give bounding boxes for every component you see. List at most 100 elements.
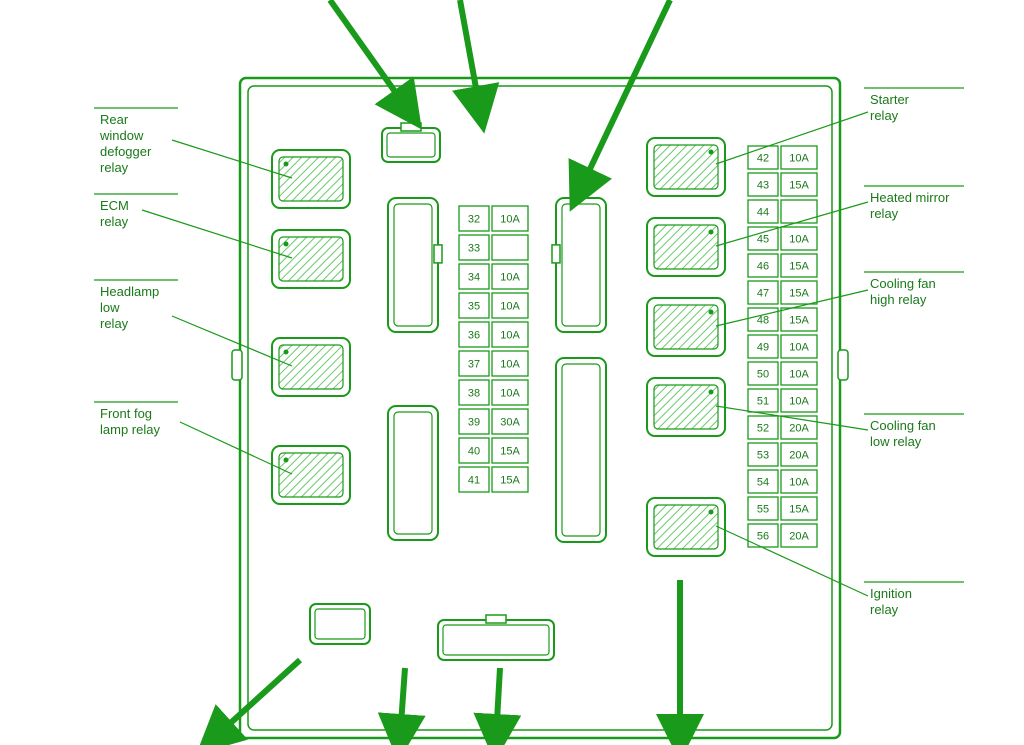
fuse-53: 53 20A bbox=[748, 443, 817, 466]
fuse-55: 55 15A bbox=[748, 497, 817, 520]
fuse-number: 55 bbox=[757, 503, 769, 515]
label-text: high relay bbox=[870, 292, 927, 307]
fuse-48: 4815A bbox=[748, 308, 817, 331]
fuse-35: 35 10A bbox=[459, 293, 528, 318]
fuse-37: 37 10A bbox=[459, 351, 528, 376]
fuse-49: 49 10A bbox=[748, 335, 817, 358]
fuse-amp: 10A bbox=[789, 476, 809, 488]
fuse-number: 43 bbox=[757, 179, 769, 191]
fuse-amp: 10A bbox=[789, 368, 809, 380]
rear-window-defogger-relay bbox=[272, 150, 350, 208]
fuse-number: 53 bbox=[757, 449, 769, 461]
label-text: Cooling fan bbox=[870, 418, 936, 433]
fuse-54: 54 10A bbox=[748, 470, 817, 493]
fuse-amp: 10A bbox=[500, 213, 520, 225]
fuse-amp: 15A bbox=[500, 474, 520, 486]
fuse-40: 4015A bbox=[459, 438, 528, 463]
fuse-number: 45 bbox=[757, 233, 769, 245]
fuse-32: 32 10A bbox=[459, 206, 528, 231]
fuse-47: 47 15A bbox=[748, 281, 817, 304]
fuse-amp: 10A bbox=[500, 358, 520, 370]
cooling-fan-high-relay bbox=[647, 298, 725, 356]
fuse-33: 33 bbox=[459, 235, 528, 260]
fuse-number: 33 bbox=[468, 242, 480, 254]
label-text: ECM bbox=[100, 198, 129, 213]
label-text: Starter bbox=[870, 92, 910, 107]
connector-block-block-a bbox=[388, 198, 442, 332]
fuse-amp: 10A bbox=[789, 233, 809, 245]
label-text: Heated mirror bbox=[870, 190, 950, 205]
fuse-number: 34 bbox=[468, 271, 480, 283]
label-text: Headlamp bbox=[100, 284, 159, 299]
fuse-number: 49 bbox=[757, 341, 769, 353]
fuse-46: 4615A bbox=[748, 254, 817, 277]
fuse-38: 38 10A bbox=[459, 380, 528, 405]
fuse-56: 56 20A bbox=[748, 524, 817, 547]
mounting-tab bbox=[838, 350, 848, 380]
fuse-amp: 10A bbox=[500, 387, 520, 399]
label-text: relay bbox=[100, 160, 129, 175]
label-text: lamp relay bbox=[100, 422, 160, 437]
fuse-number: 37 bbox=[468, 358, 480, 370]
fuse-number: 42 bbox=[757, 152, 769, 164]
fuse-amp: 10A bbox=[500, 271, 520, 283]
fuse-amp: 15A bbox=[789, 260, 809, 272]
label-text: low relay bbox=[870, 434, 922, 449]
fuse-amp: 10A bbox=[789, 341, 809, 353]
label-text: relay bbox=[870, 108, 899, 123]
fuse-number: 54 bbox=[757, 476, 769, 488]
fuse-amp: 10A bbox=[789, 152, 809, 164]
fuse-52: 52 20A bbox=[748, 416, 817, 439]
fuse-41: 41 15A bbox=[459, 467, 528, 492]
label-text: relay bbox=[100, 214, 129, 229]
cooling-fan-low-relay bbox=[647, 378, 725, 436]
starter-relay bbox=[647, 138, 725, 196]
fuse-number: 39 bbox=[468, 416, 480, 428]
ignition-relay bbox=[647, 498, 725, 556]
fuse-amp: 10A bbox=[789, 395, 809, 407]
connector-top-conn bbox=[382, 123, 440, 162]
fuse-number: 44 bbox=[757, 206, 769, 218]
label-text: relay bbox=[100, 316, 129, 331]
fuse-amp: 15A bbox=[789, 314, 809, 326]
connector-block-block-c bbox=[388, 406, 438, 540]
fuse-43: 43 15A bbox=[748, 173, 817, 196]
fuse-amp: 10A bbox=[500, 329, 520, 341]
label-text: Rear bbox=[100, 112, 129, 127]
fuse-number: 36 bbox=[468, 329, 480, 341]
fuse-amp: 20A bbox=[789, 449, 809, 461]
connector-bottom-left bbox=[310, 604, 370, 644]
fuse-number: 32 bbox=[468, 213, 480, 225]
fuse-number: 38 bbox=[468, 387, 480, 399]
label-text: window bbox=[99, 128, 144, 143]
label-text: Front fog bbox=[100, 406, 152, 421]
fuse-box-diagram: 3210A333410A3510A3610A3710A3810A3930A401… bbox=[0, 0, 1024, 745]
fuse-amp: 20A bbox=[789, 422, 809, 434]
fuse-number: 56 bbox=[757, 530, 769, 542]
front-fog-lamp-relay bbox=[272, 446, 350, 504]
fuse-45: 45 10A bbox=[748, 227, 817, 250]
fuse-amp: 10A bbox=[500, 300, 520, 312]
fuse-number: 35 bbox=[468, 300, 480, 312]
label-text: relay bbox=[870, 206, 899, 221]
connector-bottom-center bbox=[438, 615, 554, 660]
label-text: low bbox=[100, 300, 120, 315]
fuse-amp: 15A bbox=[789, 179, 809, 191]
mounting-tab bbox=[232, 350, 242, 380]
fuse-number: 40 bbox=[468, 445, 480, 457]
fuse-number: 52 bbox=[757, 422, 769, 434]
fuse-50: 5010A bbox=[748, 362, 817, 385]
fuse-number: 47 bbox=[757, 287, 769, 299]
fuse-51: 5110A bbox=[748, 389, 817, 412]
headlamp-low-relay bbox=[272, 338, 350, 396]
label-text: Ignition bbox=[870, 586, 912, 601]
fuse-36: 36 10A bbox=[459, 322, 528, 347]
fuse-amp: 20A bbox=[789, 530, 809, 542]
label-text: Cooling fan bbox=[870, 276, 936, 291]
fuse-number: 41 bbox=[468, 474, 480, 486]
fuse-amp: 15A bbox=[789, 287, 809, 299]
fuse-39: 3930A bbox=[459, 409, 528, 434]
connector-block-block-b bbox=[552, 198, 606, 332]
connector-block-block-d bbox=[556, 358, 606, 542]
fuse-amp: 15A bbox=[789, 503, 809, 515]
